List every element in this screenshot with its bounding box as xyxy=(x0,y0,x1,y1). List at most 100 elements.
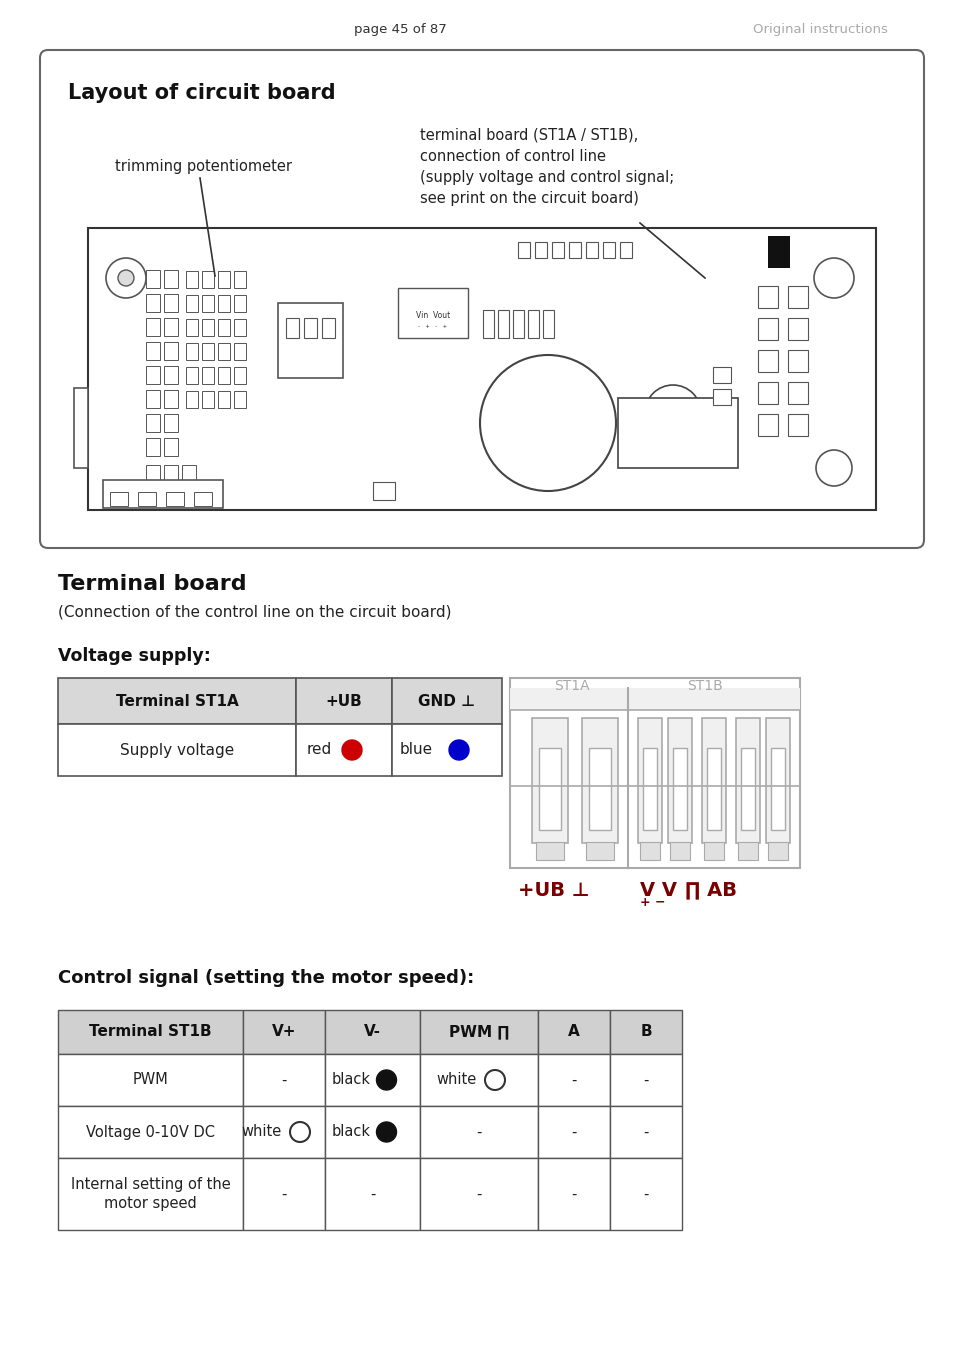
Text: ∏ AB: ∏ AB xyxy=(684,880,737,899)
Bar xyxy=(770,748,784,830)
Text: Terminal board: Terminal board xyxy=(58,574,247,594)
Bar xyxy=(787,319,807,340)
Text: black: black xyxy=(331,1072,370,1088)
FancyBboxPatch shape xyxy=(40,50,923,548)
Bar xyxy=(58,1010,243,1054)
Bar xyxy=(146,319,160,336)
Bar xyxy=(588,748,610,830)
Text: -: - xyxy=(642,1072,648,1088)
Bar xyxy=(787,414,807,436)
Bar xyxy=(218,343,230,360)
Text: white: white xyxy=(436,1072,476,1088)
Bar xyxy=(767,842,787,860)
Bar xyxy=(164,294,178,312)
Bar xyxy=(758,414,778,436)
Bar xyxy=(738,842,758,860)
Text: Terminal ST1B: Terminal ST1B xyxy=(89,1025,212,1040)
Bar xyxy=(542,310,554,338)
Text: Internal setting of the
motor speed: Internal setting of the motor speed xyxy=(71,1177,230,1211)
Bar xyxy=(419,1106,537,1158)
Text: Layout of circuit board: Layout of circuit board xyxy=(68,82,335,103)
Text: V+: V+ xyxy=(272,1025,296,1040)
Bar xyxy=(164,390,178,408)
Bar xyxy=(672,748,686,830)
Bar xyxy=(701,718,725,842)
Bar xyxy=(164,270,178,288)
Bar xyxy=(537,1106,609,1158)
Bar xyxy=(535,242,546,258)
Text: black: black xyxy=(331,1125,370,1139)
Bar xyxy=(295,724,392,776)
Text: ST1A: ST1A xyxy=(554,679,589,693)
Bar xyxy=(243,1106,325,1158)
Text: -   +   -   +: - + - + xyxy=(418,324,447,328)
Bar xyxy=(538,748,560,830)
Bar xyxy=(537,1158,609,1230)
Circle shape xyxy=(813,258,853,298)
Bar xyxy=(638,718,661,842)
Bar xyxy=(146,464,160,483)
Bar xyxy=(536,842,563,860)
Bar xyxy=(146,414,160,432)
Text: +UB: +UB xyxy=(325,694,362,709)
Bar xyxy=(138,491,156,506)
Bar xyxy=(233,271,246,288)
Bar xyxy=(164,342,178,360)
Bar xyxy=(322,319,335,338)
Text: Supply voltage: Supply voltage xyxy=(120,743,233,757)
Bar xyxy=(218,319,230,336)
Bar xyxy=(703,842,723,860)
Bar xyxy=(103,481,223,508)
Bar xyxy=(146,270,160,288)
Bar xyxy=(706,748,720,830)
Bar xyxy=(602,242,615,258)
Bar xyxy=(58,678,295,724)
Text: B: B xyxy=(639,1025,651,1040)
Bar xyxy=(202,296,213,312)
Bar xyxy=(186,271,198,288)
Bar xyxy=(639,842,659,860)
Bar xyxy=(193,491,212,506)
Bar xyxy=(669,842,689,860)
Bar xyxy=(609,1158,681,1230)
Circle shape xyxy=(106,258,146,298)
Bar xyxy=(110,491,128,506)
Bar xyxy=(243,1158,325,1230)
Bar xyxy=(186,296,198,312)
Text: -: - xyxy=(281,1187,287,1202)
Bar xyxy=(218,367,230,383)
Bar xyxy=(517,242,530,258)
Bar xyxy=(392,678,501,724)
Text: Voltage supply:: Voltage supply: xyxy=(58,647,211,666)
Bar xyxy=(218,271,230,288)
Circle shape xyxy=(118,270,133,286)
Bar xyxy=(735,718,760,842)
Bar xyxy=(581,718,618,842)
Bar xyxy=(243,1010,325,1054)
Bar xyxy=(552,242,563,258)
Text: Control signal (setting the motor speed):: Control signal (setting the motor speed)… xyxy=(58,969,474,987)
Bar xyxy=(537,1054,609,1106)
Bar xyxy=(233,367,246,383)
Bar xyxy=(304,319,316,338)
Bar xyxy=(497,310,509,338)
Bar xyxy=(642,748,657,830)
Circle shape xyxy=(376,1122,396,1142)
Text: -: - xyxy=(571,1072,576,1088)
Bar xyxy=(58,1054,243,1106)
Bar xyxy=(585,242,598,258)
Text: V V: V V xyxy=(639,880,677,899)
Circle shape xyxy=(479,355,616,491)
Bar xyxy=(758,286,778,308)
Bar xyxy=(202,271,213,288)
Bar xyxy=(758,319,778,340)
Text: -: - xyxy=(476,1125,481,1139)
Text: terminal board (ST1A / ST1B),
connection of control line
(supply voltage and con: terminal board (ST1A / ST1B), connection… xyxy=(419,128,674,207)
Bar xyxy=(243,1054,325,1106)
Bar xyxy=(186,367,198,383)
Bar xyxy=(182,464,195,483)
Bar xyxy=(532,718,567,842)
Text: -: - xyxy=(370,1187,375,1202)
Bar xyxy=(585,842,614,860)
Text: -: - xyxy=(281,1072,287,1088)
